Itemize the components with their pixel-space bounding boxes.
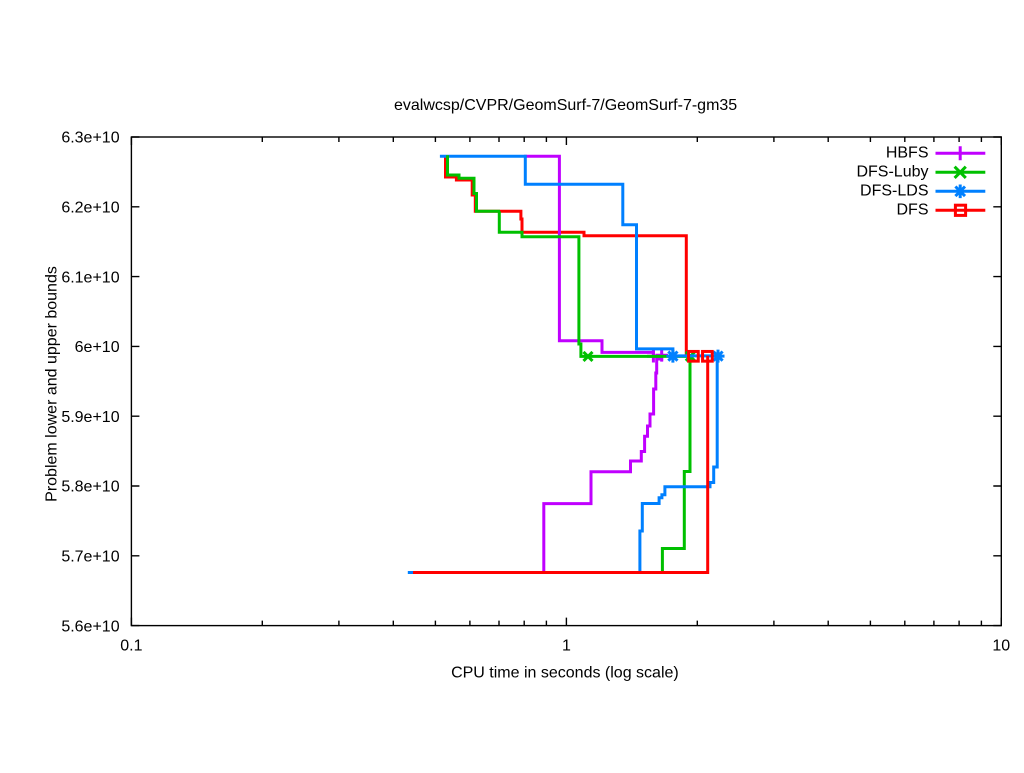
svg-text:Problem lower and upper bounds: Problem lower and upper bounds xyxy=(43,266,60,502)
svg-text:10: 10 xyxy=(992,637,1010,654)
svg-text:CPU time in seconds (log scale: CPU time in seconds (log scale) xyxy=(451,665,679,682)
svg-text:evalwcsp/CVPR/GeomSurf-7/GeomS: evalwcsp/CVPR/GeomSurf-7/GeomSurf-7-gm35 xyxy=(394,97,737,114)
svg-text:5.7e+10: 5.7e+10 xyxy=(61,549,119,566)
svg-text:6.2e+10: 6.2e+10 xyxy=(61,200,119,217)
svg-text:1: 1 xyxy=(562,637,571,654)
svg-text:DFS-LDS: DFS-LDS xyxy=(860,183,928,200)
svg-text:DFS: DFS xyxy=(897,202,929,219)
svg-text:5.6e+10: 5.6e+10 xyxy=(61,618,119,635)
svg-text:0.1: 0.1 xyxy=(120,637,142,654)
svg-text:6.3e+10: 6.3e+10 xyxy=(61,130,119,147)
svg-text:DFS-Luby: DFS-Luby xyxy=(856,164,928,181)
svg-text:6e+10: 6e+10 xyxy=(75,339,120,356)
svg-text:HBFS: HBFS xyxy=(886,145,929,162)
svg-text:5.9e+10: 5.9e+10 xyxy=(61,409,119,426)
svg-text:5.8e+10: 5.8e+10 xyxy=(61,479,119,496)
svg-text:6.1e+10: 6.1e+10 xyxy=(61,269,119,286)
